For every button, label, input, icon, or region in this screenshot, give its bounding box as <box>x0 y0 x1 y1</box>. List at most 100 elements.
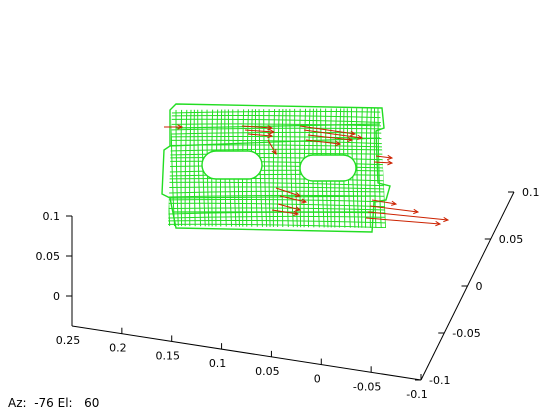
x-tick-label: -0.05 <box>353 380 381 393</box>
mesh-row <box>168 177 386 182</box>
mesh-grid <box>168 106 390 232</box>
mesh-row <box>168 202 386 208</box>
mesh-row <box>168 148 386 152</box>
mesh-column <box>277 108 280 228</box>
mesh-column <box>184 108 188 228</box>
y-tick-label: -0.1 <box>429 374 450 387</box>
y-tick-label: 0.05 <box>499 233 524 246</box>
vector-arrow-head <box>443 216 450 223</box>
mesh-row <box>168 219 386 224</box>
vector-arrow-head <box>413 208 420 215</box>
z-tick-label: 0.05 <box>36 250 61 263</box>
x-axis-ticks: 0.25 0.2 0.15 0.1 0.05 0 -0.05 -0.1 <box>56 320 428 401</box>
mesh-row <box>168 114 386 119</box>
mesh-column <box>373 108 377 228</box>
mesh-column <box>285 108 290 228</box>
mesh-row <box>168 160 386 166</box>
vector-arrows <box>164 124 450 227</box>
vector-arrow-shaft <box>277 203 301 211</box>
mesh-row <box>168 181 386 187</box>
mesh-column <box>356 108 360 228</box>
mesh-column <box>272 108 276 228</box>
vector-arrow-shaft <box>305 139 341 145</box>
vector-arrow-shaft <box>244 129 275 133</box>
elevation-value: 60 <box>84 396 100 410</box>
vector-arrow-head <box>391 200 398 206</box>
x-tick-label: 0.1 <box>209 357 227 370</box>
azimuth-value: -76 <box>34 396 54 410</box>
vector-arrow-head <box>357 134 364 141</box>
vector-arrow-shaft <box>303 129 363 139</box>
x-tick-label: 0 <box>314 373 321 386</box>
vector-arrow-head <box>435 221 442 227</box>
vector-arrow-head <box>177 124 184 130</box>
mesh-column <box>168 108 171 228</box>
mesh-row <box>168 169 386 173</box>
y-axis-ticks: -0.1 -0.05 0 0.05 0.1 <box>415 186 540 387</box>
vector-arrow-head <box>267 133 274 139</box>
mesh-column <box>281 108 284 228</box>
mesh-column <box>263 108 268 228</box>
vector-arrow-head <box>387 160 394 166</box>
vector-arrow-shaft <box>371 199 397 205</box>
mesh-row <box>168 198 386 203</box>
vector-arrow-head <box>347 136 354 143</box>
vector-arrow-shaft <box>271 209 299 215</box>
mesh-row <box>168 207 386 211</box>
mesh-row <box>168 127 386 131</box>
vector-arrow-shaft <box>365 217 441 225</box>
vector-arrow-head <box>294 192 302 198</box>
vector-arrow-head <box>335 140 342 147</box>
mesh-column <box>268 108 271 228</box>
x-tick-label: 0.25 <box>56 334 81 347</box>
x-axis-line <box>71 325 422 381</box>
mesh-row <box>168 223 386 228</box>
vector-arrow-shaft <box>373 161 393 164</box>
mesh-column <box>180 108 183 228</box>
mesh-row <box>168 123 386 127</box>
mesh-row <box>168 118 386 124</box>
vector-arrow-head <box>294 206 302 212</box>
z-tick-label: 0.1 <box>43 210 61 223</box>
mesh-row <box>168 215 386 219</box>
mesh-outline <box>161 103 391 233</box>
mesh-row <box>168 131 386 135</box>
vector-arrow-shaft <box>299 125 356 135</box>
vector-arrow-shaft <box>369 205 419 213</box>
mesh-row <box>168 173 386 177</box>
azimuth-label: Az: <box>8 396 27 410</box>
mesh-row <box>168 139 386 145</box>
x-tick-label: 0.05 <box>255 365 280 378</box>
mesh-row <box>168 186 386 190</box>
mesh-column <box>388 106 390 232</box>
mesh-column <box>189 108 192 228</box>
mesh-row <box>168 152 386 156</box>
mesh-row <box>168 190 386 194</box>
mesh-column <box>197 108 202 228</box>
vector-arrow-head <box>301 198 308 204</box>
vector-arrow-head <box>269 129 276 135</box>
vector-arrow-shaft <box>247 133 273 137</box>
z-tick-label: 0 <box>53 290 60 303</box>
view-angle-readout: Az: -76 El: 60 <box>8 396 99 410</box>
vector-arrow-head <box>271 148 277 155</box>
mesh-flange-line <box>175 123 381 129</box>
y-tick-label: 0.1 <box>522 186 540 199</box>
x-tick-label: 0.2 <box>109 342 127 355</box>
mesh-column <box>360 108 363 228</box>
mesh-column <box>294 108 299 228</box>
mesh-column <box>175 108 180 228</box>
vector-arrow-shaft <box>279 195 307 203</box>
mesh-row <box>168 156 386 161</box>
mesh-column <box>377 108 382 228</box>
mesh-hole <box>299 154 357 182</box>
z-axis-ticks: 0 0.05 0.1 <box>36 210 72 303</box>
mesh-hole <box>201 150 263 180</box>
elevation-label: El: <box>57 396 73 410</box>
mesh-flange-line <box>169 195 377 199</box>
vector-arrow-head <box>267 125 274 131</box>
x-tick-label: -0.1 <box>406 388 427 401</box>
vector-arrow-head <box>387 154 394 161</box>
vector-arrow-head <box>293 210 300 216</box>
